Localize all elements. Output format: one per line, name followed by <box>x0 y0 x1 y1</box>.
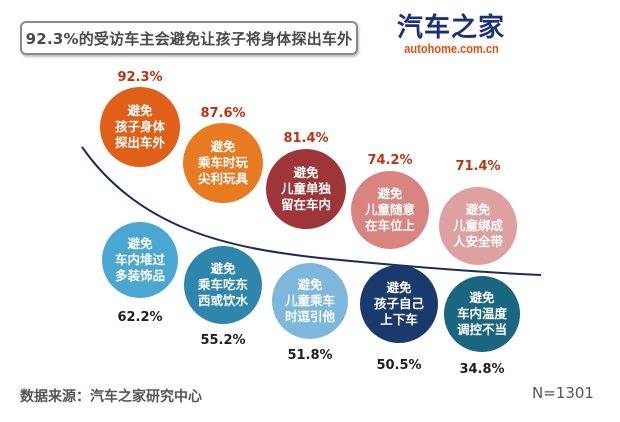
bubble-top-1: 避免 孩子身体 探出车外 <box>100 87 180 167</box>
bubble-bottom-2: 避免 乘车吃东 西或饮水 <box>184 246 262 324</box>
data-source: 数据来源：汽车之家研究中心 <box>20 389 202 405</box>
bubble-bottom-4: 避免 孩子自己 上下车 <box>360 265 438 343</box>
pct-label: 74.2% <box>367 153 413 168</box>
bubble-bottom-3: 避免 儿童乘车 时逗引他 <box>272 263 348 339</box>
pct-label: 81.4% <box>283 131 329 146</box>
chart-title: 92.3%的受访车主会避免让孩子将身体探出车外 <box>20 21 358 55</box>
pct-label: 92.3% <box>117 70 163 85</box>
pct-label: 62.2% <box>117 310 163 325</box>
bubble-top-2: 避免 乘车时玩 尖利玩具 <box>183 123 263 203</box>
autohome-logo: 汽车之家 autohome.com.cn <box>396 14 506 56</box>
bubble-top-4: 避免 儿童随意 在车位上 <box>351 171 429 249</box>
logo-url: autohome.com.cn <box>404 41 499 56</box>
logo-chinese: 汽车之家 <box>396 13 505 43</box>
pct-label: 71.4% <box>455 159 501 174</box>
sample-size: N=1301 <box>532 384 594 402</box>
bubble-bottom-5: 避免 车内温度 调控不当 <box>444 276 520 352</box>
bubble-top-5: 避免 儿童绑成 人安全带 <box>439 187 517 265</box>
pct-label: 87.6% <box>200 106 246 121</box>
pct-label: 51.8% <box>287 348 333 363</box>
bubble-top-3: 避免 儿童单独 留在车内 <box>266 149 346 229</box>
pct-label: 50.5% <box>376 358 422 373</box>
pct-label: 55.2% <box>200 333 246 348</box>
bubble-bottom-1: 避免 车内堆过 多装饰品 <box>102 222 178 298</box>
pct-label: 34.8% <box>459 362 505 377</box>
